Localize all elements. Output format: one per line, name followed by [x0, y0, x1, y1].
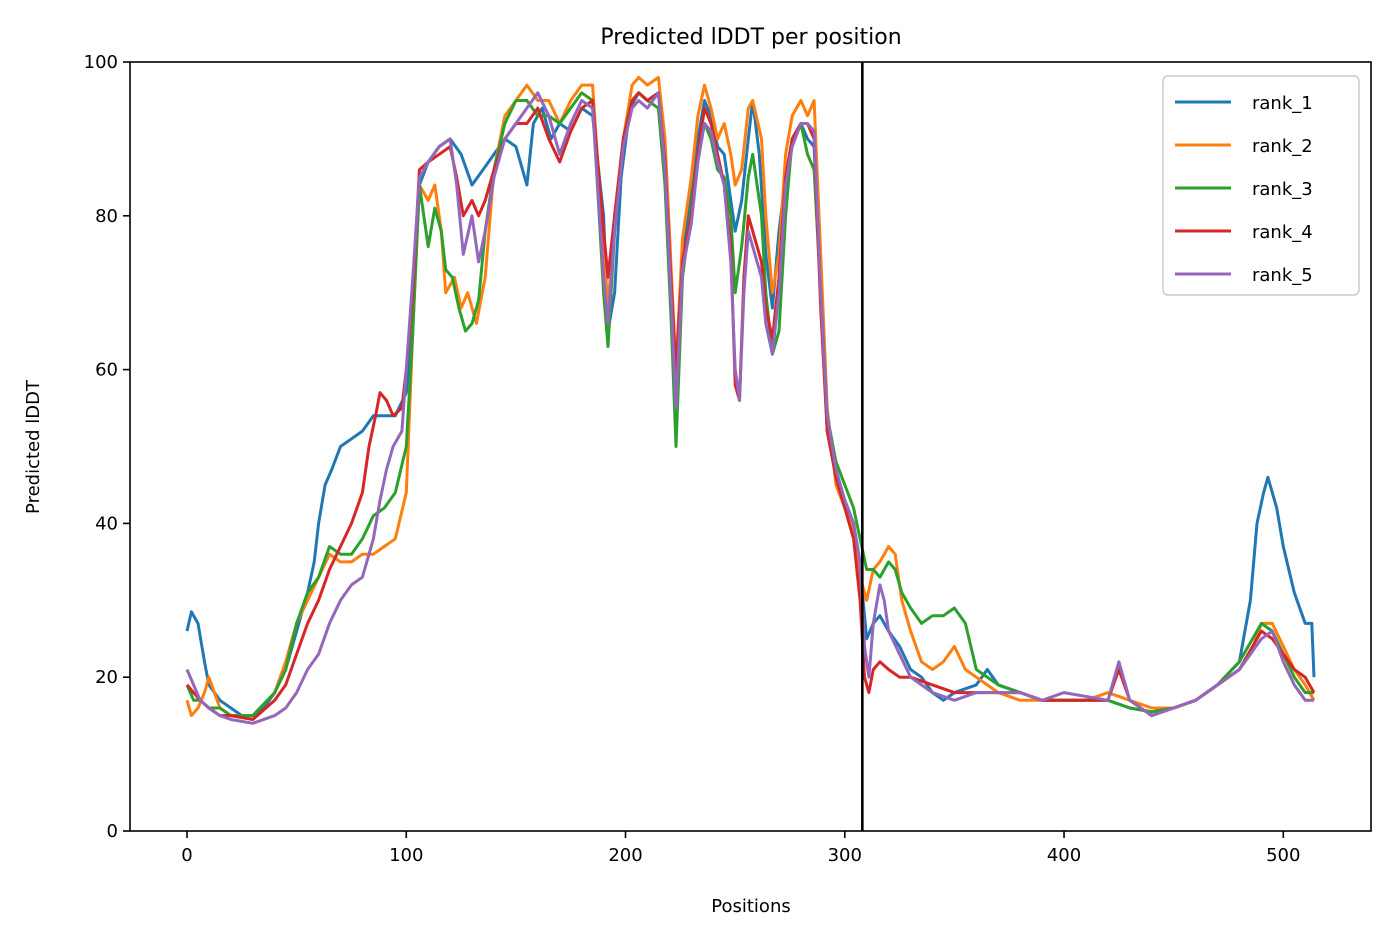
chart-title: Predicted lDDT per position: [600, 25, 901, 50]
y-tick-label: 40: [95, 513, 118, 534]
legend-label-rank_1: rank_1: [1252, 93, 1313, 114]
legend-label-rank_5: rank_5: [1252, 265, 1313, 286]
y-tick-label: 20: [95, 667, 118, 688]
x-tick-label: 100: [389, 845, 423, 866]
series-line-rank_5: [185, 91, 1314, 725]
y-tick-label: 0: [107, 821, 118, 842]
series-line-rank_3: [185, 91, 1314, 718]
legend-label-rank_2: rank_2: [1252, 136, 1313, 157]
legend: rank_1 rank_2 rank_3 rank_4 rank_5: [1162, 75, 1360, 296]
series-line-rank_4: [185, 91, 1316, 721]
y-tick-label: 80: [95, 206, 118, 227]
series-line-rank_1: [185, 91, 1316, 718]
plot-frame: [129, 61, 1372, 832]
x-tick-label: 0: [181, 845, 192, 866]
series-line-rank_2: [185, 75, 1316, 718]
x-axis-label: Positions: [711, 896, 790, 917]
plot-lines: [185, 62, 1316, 831]
y-tick-label: 60: [95, 360, 118, 381]
x-tick-label: 400: [1047, 845, 1081, 866]
legend-box: [1162, 75, 1360, 296]
y-tick-label: 100: [84, 52, 118, 73]
x-tick-label: 500: [1266, 845, 1300, 866]
legend-label-rank_4: rank_4: [1252, 222, 1313, 243]
x-tick-label: 300: [828, 845, 862, 866]
y-axis-label: Predicted lDDT: [23, 379, 44, 514]
legend-label-rank_3: rank_3: [1252, 179, 1313, 200]
x-tick-label: 200: [608, 845, 642, 866]
axes: 0 100 200 300 400 500 0 20 40 60 80 100: [84, 52, 1372, 866]
